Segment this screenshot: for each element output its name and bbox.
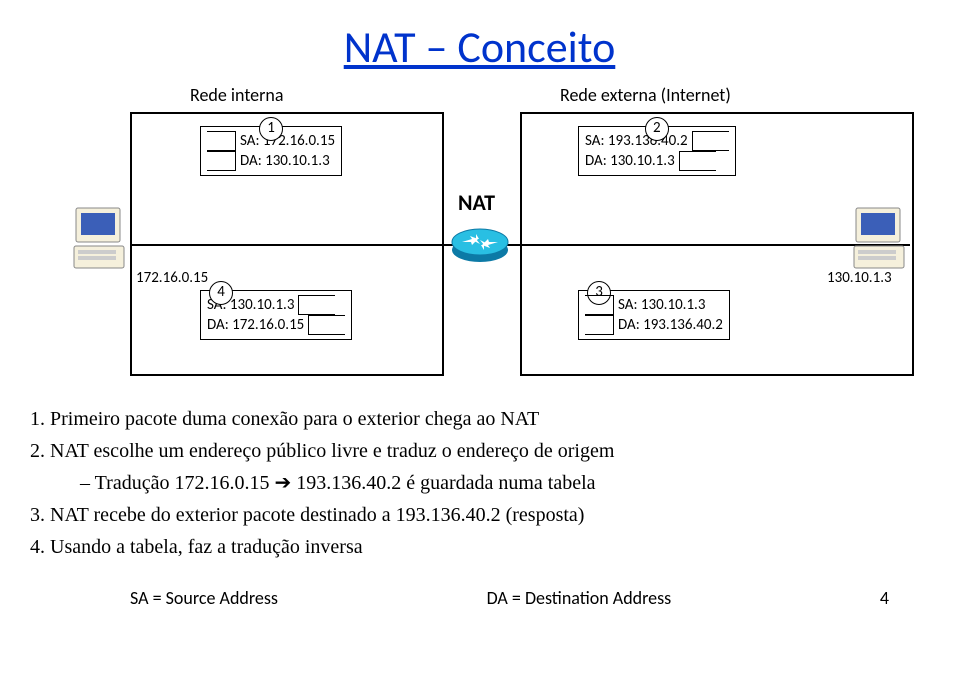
router-icon <box>448 220 512 273</box>
packet-1-sa: SA: 172.16.0.15 <box>240 131 335 151</box>
nat-label: NAT <box>458 189 495 216</box>
host-left-ip: 172.16.0.15 <box>136 269 208 287</box>
packet-3: 3 SA: 130.10.1.3 DA: 193.136.40.2 <box>578 290 730 340</box>
nat-diagram: Rede interna Rede externa (Internet) 1 S… <box>30 84 929 384</box>
packet-2-num: 2 <box>645 117 669 141</box>
computer-right-icon <box>850 206 912 276</box>
step-2: 2. NAT escolhe um endereço público livre… <box>30 436 929 466</box>
computer-left-icon <box>70 206 132 276</box>
label-internal: Rede interna <box>190 84 283 106</box>
packet-4-da: DA: 172.16.0.15 <box>207 315 304 335</box>
packet-1-num: 1 <box>259 117 283 141</box>
packet-2-da: DA: 130.10.1.3 <box>585 151 675 171</box>
page-number: 4 <box>880 587 889 609</box>
step-3: 3. NAT recebe do exterior pacote destina… <box>30 500 929 530</box>
network-wire <box>130 244 910 246</box>
footer: SA = Source Address DA = Destination Add… <box>30 587 929 609</box>
label-external: Rede externa (Internet) <box>560 84 731 106</box>
packet-2-sa: SA: 193.136.40.2 <box>585 131 688 151</box>
explanation-text: 1. Primeiro pacote duma conexão para o e… <box>30 404 929 562</box>
packet-4-num: 4 <box>209 281 233 305</box>
page-title: NAT – Conceito <box>30 20 929 74</box>
footer-da: DA = Destination Address <box>487 587 672 609</box>
step-2-sub: – Tradução 172.16.0.15 ➔ 193.136.40.2 é … <box>30 468 929 498</box>
packet-2: 2 SA: 193.136.40.2 DA: 130.10.1.3 <box>578 126 736 176</box>
packet-3-da: DA: 193.136.40.2 <box>618 315 723 335</box>
step-4: 4. Usando a tabela, faz a tradução inver… <box>30 532 929 562</box>
footer-sa: SA = Source Address <box>130 587 278 609</box>
packet-4: 4 SA: 130.10.1.3 DA: 172.16.0.15 <box>200 290 352 340</box>
packet-3-sa: SA: 130.10.1.3 <box>618 295 705 315</box>
host-right-ip: 130.10.1.3 <box>827 269 892 287</box>
packet-1: 1 SA: 172.16.0.15 DA: 130.10.1.3 <box>200 126 342 176</box>
step-1: 1. Primeiro pacote duma conexão para o e… <box>30 404 929 434</box>
packet-1-da: DA: 130.10.1.3 <box>240 151 330 171</box>
